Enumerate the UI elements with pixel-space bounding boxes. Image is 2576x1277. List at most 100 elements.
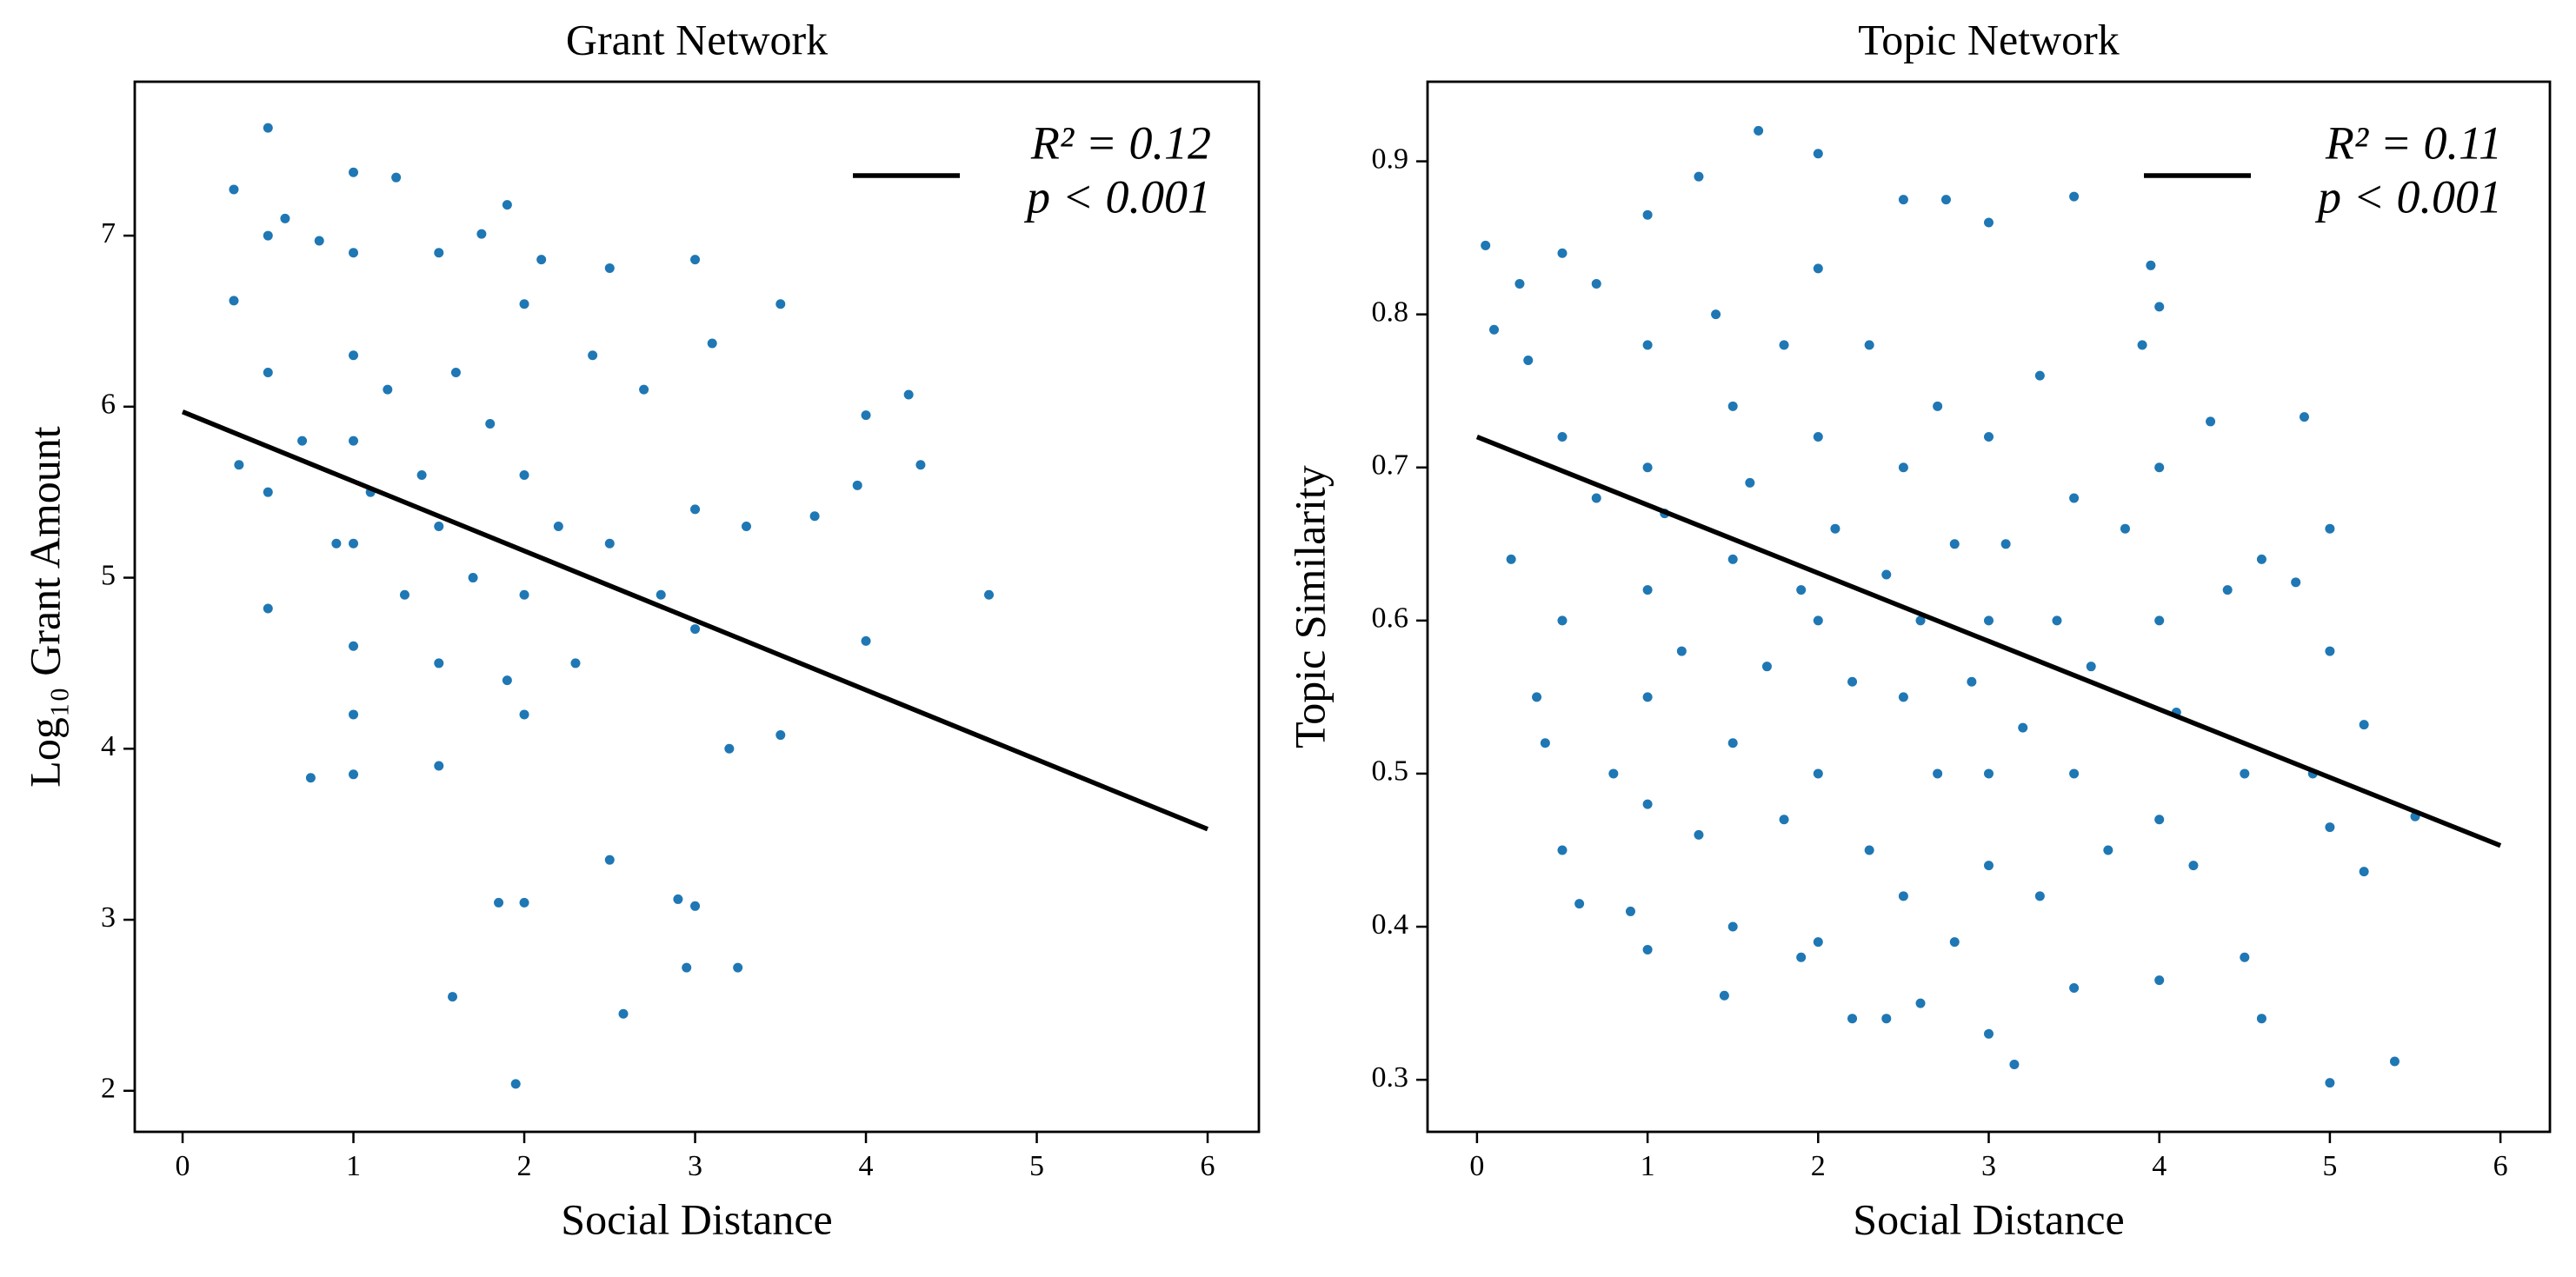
point bbox=[2325, 646, 2335, 656]
x-tick-label: 5 bbox=[1029, 1150, 1044, 1182]
y-tick-label: 0.6 bbox=[1372, 602, 1409, 635]
chart-title: Topic Network bbox=[1858, 15, 2120, 63]
point bbox=[2240, 768, 2250, 779]
y-tick-label: 0.3 bbox=[1372, 1061, 1409, 1094]
point bbox=[416, 470, 427, 481]
point bbox=[775, 299, 786, 309]
point bbox=[1847, 676, 1858, 687]
point bbox=[1642, 692, 1653, 702]
point bbox=[263, 487, 273, 497]
point bbox=[1591, 278, 1601, 289]
point bbox=[1830, 523, 1840, 534]
point bbox=[1754, 125, 1764, 136]
point bbox=[1625, 906, 1635, 916]
point bbox=[2069, 493, 2080, 503]
legend-label: R² = 0.12 bbox=[1030, 116, 1211, 169]
point bbox=[682, 962, 692, 973]
point bbox=[349, 436, 359, 446]
point bbox=[1642, 340, 1653, 350]
point bbox=[1727, 738, 1738, 748]
point bbox=[468, 573, 478, 583]
point bbox=[1642, 210, 1653, 220]
y-tick-label: 3 bbox=[101, 901, 116, 934]
x-axis-label: Social Distance bbox=[1853, 1194, 2124, 1243]
point bbox=[2154, 302, 2165, 312]
x-tick-label: 6 bbox=[2493, 1150, 2508, 1182]
point bbox=[349, 769, 359, 780]
point bbox=[2069, 982, 2080, 993]
point bbox=[1949, 937, 1960, 948]
point bbox=[314, 236, 324, 246]
point bbox=[1506, 554, 1516, 564]
point bbox=[588, 350, 598, 361]
point bbox=[724, 743, 735, 754]
point bbox=[2154, 615, 2165, 626]
point bbox=[476, 229, 487, 239]
point bbox=[707, 338, 717, 349]
point bbox=[2291, 577, 2301, 588]
point bbox=[1984, 861, 1994, 871]
point bbox=[485, 418, 496, 429]
point bbox=[1557, 845, 1568, 855]
point bbox=[1984, 432, 1994, 442]
point bbox=[494, 897, 504, 908]
point bbox=[1557, 248, 1568, 258]
point bbox=[690, 624, 701, 635]
point bbox=[349, 538, 359, 549]
point bbox=[229, 184, 239, 195]
point bbox=[690, 255, 701, 265]
point bbox=[1813, 263, 1823, 274]
x-tick-label: 3 bbox=[1981, 1150, 1996, 1182]
point bbox=[1984, 217, 1994, 228]
point bbox=[1796, 585, 1807, 595]
point bbox=[1796, 952, 1807, 962]
point bbox=[434, 522, 444, 532]
point bbox=[349, 641, 359, 651]
point bbox=[1642, 462, 1653, 473]
point bbox=[1694, 829, 1704, 840]
y-tick-label: 5 bbox=[101, 559, 116, 591]
point bbox=[2188, 861, 2199, 871]
point bbox=[2256, 554, 2266, 564]
x-tick-label: 3 bbox=[688, 1150, 702, 1182]
y-tick-label: 0.4 bbox=[1372, 908, 1409, 941]
point bbox=[1881, 569, 1892, 580]
point bbox=[519, 897, 529, 908]
point bbox=[280, 213, 290, 223]
subplot: Topic Network Social Distance Topic Simila… bbox=[1285, 15, 2552, 1243]
point bbox=[604, 538, 615, 549]
point bbox=[331, 538, 342, 549]
point bbox=[510, 1079, 521, 1089]
point bbox=[1864, 845, 1874, 855]
point bbox=[1915, 615, 1926, 626]
point bbox=[263, 367, 273, 377]
point bbox=[2359, 720, 2369, 730]
point bbox=[1642, 799, 1653, 809]
point bbox=[2256, 1014, 2266, 1024]
point bbox=[1514, 278, 1525, 289]
point bbox=[1933, 768, 1943, 779]
point bbox=[1813, 432, 1823, 442]
point bbox=[2154, 975, 2165, 986]
point bbox=[1557, 615, 1568, 626]
point bbox=[1523, 355, 1534, 365]
point bbox=[2299, 412, 2309, 422]
y-tick-label: 6 bbox=[101, 389, 116, 421]
point bbox=[2052, 615, 2062, 626]
legend-label: p < 0.001 bbox=[1023, 170, 1211, 223]
point bbox=[2034, 891, 2045, 901]
point bbox=[349, 350, 359, 361]
x-axis-label: Social Distance bbox=[561, 1194, 832, 1243]
regression-line bbox=[1475, 434, 2502, 848]
point bbox=[1711, 309, 1721, 320]
point bbox=[1481, 240, 1491, 250]
x-tick-label: 1 bbox=[1641, 1150, 1655, 1182]
x-tick-label: 0 bbox=[1469, 1150, 1484, 1182]
point bbox=[1591, 493, 1601, 503]
point bbox=[2069, 768, 2080, 779]
point bbox=[852, 480, 862, 490]
point bbox=[297, 436, 308, 446]
y-tick-label: 0.8 bbox=[1372, 296, 1409, 328]
axes-frame bbox=[133, 80, 1261, 1134]
y-tick-label: 0.7 bbox=[1372, 449, 1409, 482]
